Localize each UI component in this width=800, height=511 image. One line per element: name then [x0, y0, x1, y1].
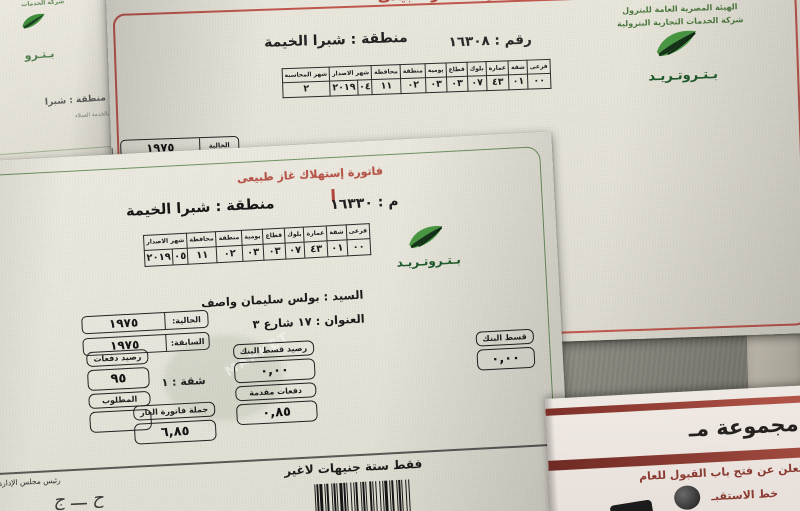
bank-balance-value: ٠,٠٠ [233, 358, 316, 384]
barcode [312, 479, 411, 511]
th-sector: قطاع [445, 62, 468, 77]
td-flat: ٠١ [508, 74, 529, 90]
bill-lower-bank-block: قسط البنك ٠,٠٠ [475, 328, 536, 374]
paper-texture [0, 0, 121, 170]
reading-current-value: ١٩٧٥ [108, 315, 139, 331]
td-daily: ٠٣ [425, 76, 447, 93]
bill-back-brand: بـتـرو [24, 46, 55, 63]
bill-upper-region-label: منطقة : [350, 29, 408, 48]
th-daily: يومية [241, 229, 264, 246]
td-sector: ٠٣ [263, 243, 286, 261]
bill-back-org-line2: شركة الخدمات [21, 0, 65, 9]
td-sector: ٠٣ [446, 76, 468, 92]
customer-label: السيد : [323, 287, 364, 304]
td-block: ٠٧ [285, 242, 306, 260]
td-governorate: ١١ [187, 246, 218, 265]
th-building: عمارة [303, 225, 328, 243]
advertisement-panel: مجموعة مـ تعلن عن فتح باب القبول للعام خ… [544, 385, 800, 511]
th-block: بلوك [466, 61, 487, 77]
flat-label: شقة : [171, 373, 206, 389]
bill-upper-number-value: ١٦٣٠٨ [448, 32, 491, 51]
bill-back-subnote: بالخدمة العملاء [75, 111, 110, 120]
advance-payments-caption: دفعات مقدمة [234, 382, 317, 402]
required-value [89, 408, 153, 434]
th-governorate: محافظة [186, 231, 217, 249]
green-leaf-icon [406, 223, 445, 254]
td-issue-month: ٠٤ [357, 79, 373, 96]
th-governorate: محافظة [371, 64, 401, 80]
th-sector: قطاع [262, 228, 286, 245]
td-fare: ٠٠ [346, 238, 371, 256]
th-building: عمارة [485, 60, 509, 76]
td-governorate: ١١ [371, 78, 402, 95]
required-caption: المطلوب [88, 390, 151, 410]
bank-balance-caption: رصيد قسط البنك [232, 340, 315, 360]
td-flat: ٠١ [327, 239, 348, 257]
th-zone: منطقة [400, 63, 426, 79]
td-building: ٤٣ [486, 74, 510, 91]
th-daily: يومية [425, 63, 447, 78]
payments-balance-value: ٩٥ [87, 366, 150, 392]
bill-lower-required-block: رصيد دفعات ٩٥ المطلوب [86, 348, 153, 436]
td-issue-year: ٢٠١٩ [329, 80, 359, 97]
td-daily: ٠٣ [242, 244, 265, 262]
td-fare: ٠٠ [527, 73, 551, 90]
bill-back-region-label: منطقة : [68, 93, 107, 106]
bill-lower-flat: شقة : ١ [161, 374, 206, 389]
th-flat: شقة [508, 60, 528, 75]
reading-current-label: الحالية: [164, 310, 208, 330]
flat-value: ١ [161, 375, 169, 390]
bill-upper-region-value: شبرا الخيمة [263, 31, 346, 51]
td-block: ٠٧ [467, 75, 487, 92]
green-leaf-icon [19, 11, 46, 33]
th-fare: فرعى [527, 59, 551, 75]
td-zone: ٠٢ [400, 77, 427, 94]
reading-previous-label: السابقة: [165, 332, 209, 351]
th-issue-month: شهر الاصدار [329, 65, 372, 82]
bank-installment-caption: قسط البنك [475, 328, 535, 347]
ad-blob-graphic [609, 499, 655, 511]
th-flat: شقة [326, 224, 347, 241]
th-block: بلوك [284, 227, 305, 244]
bill-lower-number-value: ١٦٣٣٠ [329, 194, 374, 214]
payments-balance-caption: رصيد دفعات [86, 348, 149, 368]
barcode-bars [312, 479, 411, 511]
bill-back-region-value: شبرا [44, 96, 67, 108]
advance-payments-value: ٠,٨٥ [235, 400, 318, 426]
gas-bill-upper: فاتورة إستهلاك غاز طبيعى الهيئة المصرية … [105, 0, 800, 358]
ad-line-2: خط الاستقبـ [710, 486, 779, 504]
td-issue-year: ٢٠١٩ [144, 249, 174, 267]
paper-shading [0, 0, 121, 170]
td-zone: ٠٢ [216, 245, 243, 263]
gas-bill-lower: فاتورة إستهلاك غاز طبيعى بـتـروتـريـد ا … [0, 131, 573, 511]
address-label: العنوان : [315, 311, 365, 329]
bill-lower-number-label: م : [377, 193, 399, 211]
bill-lower-payments-block: رصيد قسط البنك ٠,٠٠ دفعات مقدمة ٠,٨٥ [232, 340, 318, 428]
bill-back-organization: الهيئة المصرية شركة الخدمات [0, 0, 103, 12]
th-fare: فرعى [345, 223, 370, 240]
gas-bill-back: الهيئة المصرية شركة الخدمات بـتـرو منطقة… [0, 0, 124, 170]
ad-title: مجموعة مـ [688, 411, 800, 442]
td-billing-month: ٢ [282, 81, 331, 98]
ad-dot-graphic [673, 484, 701, 511]
bill-upper-number-label: رقم : [494, 31, 533, 49]
bill-upper-number: رقم : ١٦٣٠٨ [448, 31, 532, 50]
green-leaf-icon [653, 28, 698, 64]
td-issue-month: ٠٥ [172, 248, 189, 265]
td-building: ٤٣ [304, 240, 329, 259]
bill-lower-region-label: منطقة : [215, 196, 275, 216]
bill-back-region: منطقة : شبرا [0, 93, 107, 112]
bank-installment-value: ٠,٠٠ [475, 346, 536, 371]
th-zone: منطقة [215, 230, 243, 247]
